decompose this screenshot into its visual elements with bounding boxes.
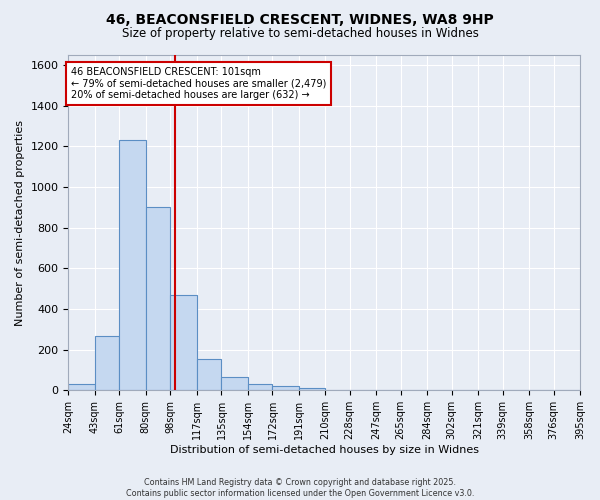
Bar (221, 377, 248, 390)
Y-axis label: Number of semi-detached properties: Number of semi-detached properties (15, 120, 25, 326)
Bar (68, 384, 95, 390)
Text: Size of property relative to semi-detached houses in Widnes: Size of property relative to semi-detach… (122, 28, 478, 40)
Bar (95, 336, 119, 390)
Bar (272, 386, 299, 390)
Bar (299, 388, 325, 390)
X-axis label: Distribution of semi-detached houses by size in Widnes: Distribution of semi-detached houses by … (170, 445, 479, 455)
Bar (119, 140, 146, 390)
Bar (170, 295, 197, 390)
Text: Contains HM Land Registry data © Crown copyright and database right 2025.
Contai: Contains HM Land Registry data © Crown c… (126, 478, 474, 498)
Bar (146, 208, 170, 390)
Bar (248, 384, 272, 390)
Bar (197, 359, 221, 390)
Text: 46, BEACONSFIELD CRESCENT, WIDNES, WA8 9HP: 46, BEACONSFIELD CRESCENT, WIDNES, WA8 9… (106, 12, 494, 26)
Text: 46 BEACONSFIELD CRESCENT: 101sqm
← 79% of semi-detached houses are smaller (2,47: 46 BEACONSFIELD CRESCENT: 101sqm ← 79% o… (71, 67, 326, 100)
